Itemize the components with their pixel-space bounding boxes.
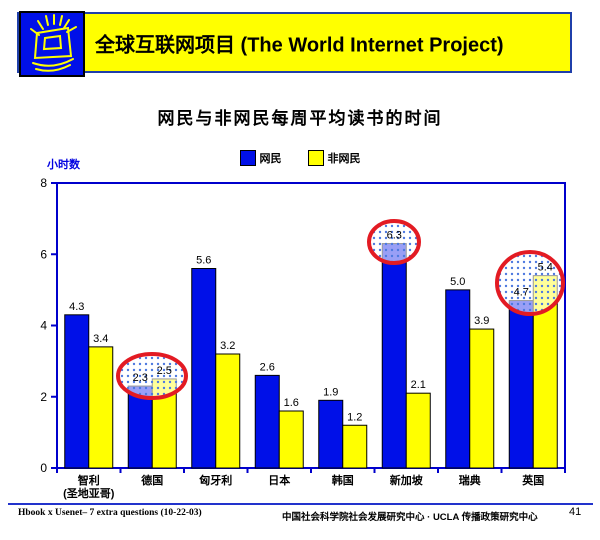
bar-网民-6 [445,289,471,469]
chart-title: 网民与非网民每周平均读书的时间 [157,109,443,128]
bar-非网民-2 [215,353,241,469]
legend-label-users: 网民 [259,153,282,165]
y-tick-label: 8 [40,176,47,190]
legend-label-nonusers: 非网民 [327,153,361,165]
category-label-7: 英国 [521,473,544,487]
value-label-非网民-3: 1.6 [284,397,299,409]
y-tick-label: 4 [40,319,47,333]
y-axis-label: 小时数 [47,159,80,171]
legend-item-users: 网民 [239,150,282,166]
value-label-网民-1: 2.3 [133,372,148,384]
header-banner: 全球互联网项目 (The World Internet Project) [17,12,572,73]
value-label-网民-2: 5.6 [196,255,211,267]
legend-item-nonusers: 非网民 [307,150,361,166]
category-label-5: 新加坡 [390,473,424,487]
value-label-网民-4: 1.9 [323,386,338,398]
value-label-非网民-1: 2.5 [157,365,172,377]
value-label-非网民-4: 1.2 [347,411,362,423]
value-label-网民-3: 2.6 [260,361,275,373]
category-label-0: 智利(圣地亚哥) [63,473,115,500]
bar-chart: 0 2 4 6 8 4.3 3.4 2.3 2.5 5.6 3.2 2.6 1.6 1.9 1.2 6.3 2.… [40,176,566,500]
legend-swatch-nonusers [307,150,324,166]
bar-网民-4 [318,399,344,469]
value-label-非网民-0: 3.4 [93,333,108,345]
bar-网民-2 [191,268,217,469]
bar-网民-1 [127,385,153,469]
page-number: 41 [569,506,582,518]
bar-网民-5 [381,243,407,469]
page-title: 全球互联网项目 (The World Internet Project) [95,34,504,56]
category-label-1: 德国 [140,473,163,487]
shining-monitor-icon [19,11,85,77]
bar-非网民-3 [278,410,304,469]
category-label-6: 瑞典 [459,473,481,487]
legend-swatch-users [239,150,256,166]
bar-非网民-5 [405,392,431,469]
value-label-非网民-6: 3.9 [474,315,489,327]
y-tick-label: 6 [40,247,47,261]
value-label-非网民-5: 2.1 [411,379,426,391]
value-label-网民-0: 4.3 [69,301,84,313]
category-label-3: 日本 [268,473,290,487]
highlight-ellipse-0 [116,352,188,400]
highlight-ellipse-2 [495,250,565,316]
category-label-4: 韩国 [332,473,354,487]
footer-divider [8,503,593,505]
chart-legend: 网民 非网民 [0,150,600,166]
category-label-2: 匈牙利 [199,473,232,487]
bar-非网民-0 [88,346,114,469]
bar-非网民-4 [342,424,368,469]
bar-网民-3 [254,374,280,469]
value-label-网民-6: 5.0 [450,276,465,288]
footer-source-note: Hbook x Usenet– 7 extra questions (10-22… [18,508,202,518]
y-tick-label: 0 [40,461,47,475]
highlight-ellipse-1 [367,219,421,265]
shining-monitor-icon-svg [30,14,77,72]
value-label-非网民-2: 3.2 [220,340,235,352]
bar-网民-0 [64,314,90,469]
value-label-网民-7: 4.7 [514,287,529,299]
y-tick-label: 2 [40,390,47,404]
value-label-非网民-7: 5.4 [538,262,553,274]
footer-organizations: 中国社会科学院社会发展研究中心 · UCLA 传播政策研究中心 [282,512,538,523]
value-label-网民-5: 6.3 [387,230,402,242]
bar-非网民-6 [469,328,495,469]
bar-网民-7 [508,300,534,469]
